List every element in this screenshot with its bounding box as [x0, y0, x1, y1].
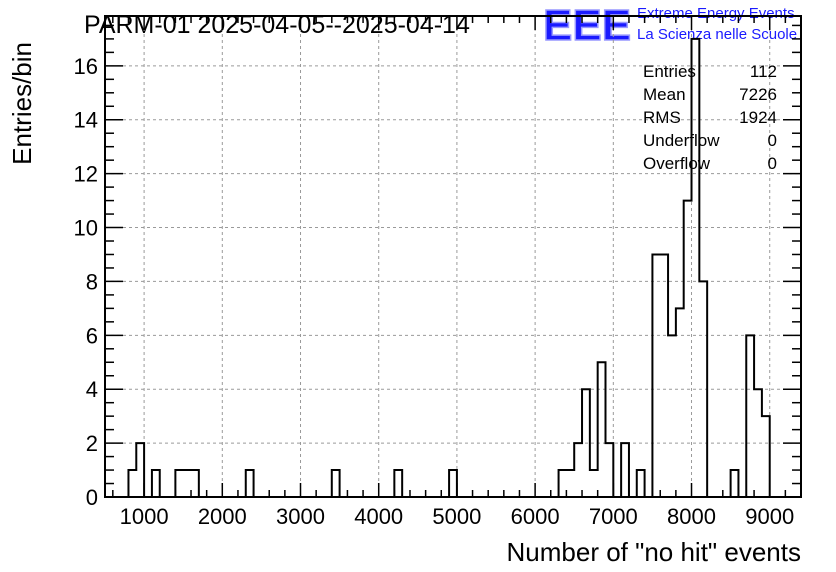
x-tick-labels: 1000 2000 3000 4000 5000 6000 7000 8000 9000: [120, 504, 795, 529]
histogram-bin: [660, 254, 668, 497]
x-tick-label: 7000: [589, 504, 638, 529]
y-tick-labels: 0 2 4 6 8 10 12 14 16: [74, 54, 98, 510]
x-axis-title: Number of "no hit" events: [507, 537, 802, 567]
axes: [104, 15, 802, 498]
x-tick-label: 2000: [198, 504, 247, 529]
histogram-bin: [183, 470, 191, 497]
stat-label: RMS: [643, 108, 681, 127]
grid-lines: [105, 16, 801, 497]
histogram-bin: [590, 470, 598, 497]
histogram-bin: [598, 362, 606, 497]
histogram-bin: [128, 470, 136, 497]
stat-label: Underflow: [643, 131, 720, 150]
stat-label: Mean: [643, 85, 686, 104]
histogram-bin: [676, 308, 684, 497]
histogram-bin: [566, 470, 574, 497]
x-tick-label: 9000: [745, 504, 794, 529]
stat-value: 0: [768, 131, 777, 150]
x-tick-label: 4000: [354, 504, 403, 529]
stat-value: 7226: [739, 85, 777, 104]
stats-box: Entries 112 Mean 7226 RMS 1924 Underflow 0 Overf…: [643, 62, 777, 173]
histogram-bin: [652, 254, 660, 497]
y-tick-label: 10: [74, 216, 98, 241]
y-tick-label: 0: [86, 485, 98, 510]
y-tick-label: 16: [74, 54, 98, 79]
y-tick-label: 12: [74, 162, 98, 187]
y-axis-title: Entries/bin: [7, 42, 37, 165]
histogram-bin: [136, 443, 144, 497]
histogram-bin: [637, 470, 645, 497]
logo-line-2: La Scienza nelle Scuole: [637, 26, 797, 43]
histogram-bin: [574, 443, 582, 497]
logo-mark: EEE: [543, 1, 631, 50]
x-tick-label: 3000: [276, 504, 325, 529]
histogram-bin: [394, 470, 402, 497]
histogram-bin: [246, 470, 254, 497]
histogram-bin: [332, 470, 340, 497]
histogram-bin: [684, 201, 692, 497]
x-tick-label: 6000: [511, 504, 560, 529]
eee-logo: EEE Extreme Energy Events La Scienza nel…: [542, 0, 797, 51]
stat-label: Entries: [643, 62, 696, 81]
histogram-bin: [449, 470, 457, 497]
histogram-bin: [605, 443, 613, 497]
histogram-bin: [762, 416, 770, 497]
histogram-bin: [731, 470, 739, 497]
x-tick-label: 8000: [667, 504, 716, 529]
x-tick-label: 5000: [432, 504, 481, 529]
y-tick-label: 4: [86, 377, 98, 402]
histogram-bin: [191, 470, 199, 497]
histogram-bin: [152, 470, 160, 497]
plot-frame: [104, 15, 802, 498]
stat-value: 0: [768, 154, 777, 173]
y-tick-label: 8: [86, 269, 98, 294]
y-tick-label: 2: [86, 431, 98, 456]
stat-label: Overflow: [643, 154, 711, 173]
stat-value: 112: [750, 62, 777, 81]
y-tick-label: 6: [86, 323, 98, 348]
histogram-bars: [105, 37, 801, 498]
histogram-bin: [668, 335, 676, 497]
histogram-bin: [692, 39, 700, 497]
histogram-bin: [621, 443, 629, 497]
stat-value: 1924: [739, 108, 777, 127]
histogram-bin: [746, 335, 754, 497]
x-tick-label: 1000: [120, 504, 169, 529]
histogram-bin: [559, 470, 567, 497]
y-tick-label: 14: [74, 108, 98, 133]
histogram-outline: [105, 37, 801, 498]
histogram-bin: [175, 470, 183, 497]
